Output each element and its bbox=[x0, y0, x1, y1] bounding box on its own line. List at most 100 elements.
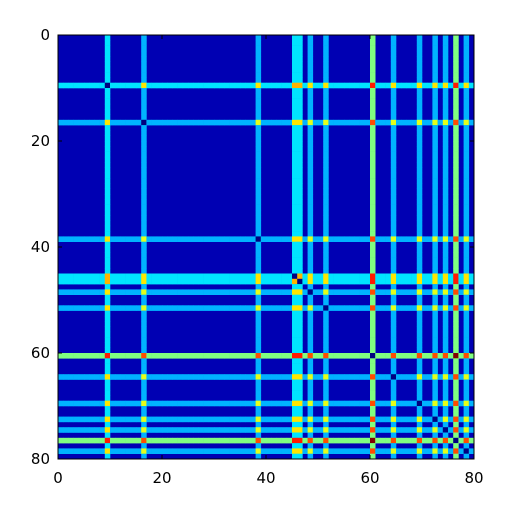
heatmap-cell bbox=[255, 347, 262, 354]
heatmap-cell bbox=[266, 82, 272, 89]
heatmap-cell bbox=[104, 188, 111, 195]
heatmap-cell bbox=[136, 427, 142, 433]
heatmap-cell bbox=[396, 119, 402, 126]
heatmap-cell bbox=[385, 289, 392, 295]
heatmap-cell bbox=[375, 437, 381, 444]
heatmap-cell bbox=[453, 72, 459, 78]
heatmap-cell bbox=[104, 119, 111, 126]
heatmap-cell bbox=[89, 82, 95, 89]
heatmap-cell bbox=[390, 326, 397, 333]
heatmap-cell bbox=[68, 437, 74, 444]
heatmap-cell bbox=[203, 437, 210, 444]
heatmap-cell bbox=[172, 427, 178, 433]
heatmap-cell bbox=[463, 130, 470, 136]
heatmap-cell bbox=[463, 411, 470, 417]
heatmap-cell bbox=[390, 82, 397, 89]
heatmap-cell bbox=[396, 236, 402, 242]
heatmap-cell bbox=[380, 119, 386, 126]
heatmap-cell bbox=[323, 421, 329, 428]
heatmap-cell bbox=[442, 156, 449, 163]
heatmap-cell bbox=[58, 400, 64, 407]
heatmap-cell bbox=[297, 61, 303, 68]
heatmap-cell bbox=[297, 156, 303, 163]
heatmap-cell bbox=[286, 437, 293, 444]
heatmap-cell bbox=[432, 315, 438, 322]
heatmap-cell bbox=[432, 453, 438, 460]
heatmap-cell bbox=[458, 400, 464, 407]
heatmap-cell bbox=[453, 225, 459, 232]
heatmap-cell bbox=[255, 252, 262, 258]
heatmap-cell bbox=[458, 427, 464, 433]
heatmap-cell bbox=[297, 109, 303, 115]
heatmap-cell bbox=[115, 416, 121, 423]
heatmap-cell bbox=[323, 66, 329, 73]
heatmap-cell bbox=[255, 135, 262, 142]
heatmap-cell bbox=[463, 437, 470, 444]
heatmap-cell bbox=[203, 305, 210, 311]
heatmap-cell bbox=[468, 289, 475, 295]
heatmap-cell bbox=[307, 273, 314, 280]
heatmap-cell bbox=[214, 353, 220, 359]
heatmap-cell bbox=[328, 82, 334, 89]
heatmap-cell bbox=[375, 82, 381, 89]
heatmap-cell bbox=[390, 40, 397, 46]
heatmap-cell bbox=[255, 183, 262, 189]
heatmap-cell bbox=[292, 284, 298, 290]
heatmap-cell bbox=[104, 225, 111, 232]
heatmap-cell bbox=[307, 215, 314, 221]
heatmap-cell bbox=[271, 427, 277, 433]
heatmap-cell bbox=[307, 411, 314, 417]
heatmap-cell bbox=[416, 125, 423, 131]
heatmap-cell bbox=[276, 448, 282, 454]
heatmap-cell bbox=[255, 257, 262, 264]
heatmap-cell bbox=[208, 278, 215, 285]
heatmap-cell bbox=[318, 119, 324, 126]
heatmap-cell bbox=[292, 66, 298, 73]
heatmap-cell bbox=[156, 400, 163, 407]
heatmap-cell bbox=[266, 305, 272, 311]
heatmap-cell bbox=[442, 315, 449, 322]
heatmap-cell bbox=[73, 374, 80, 380]
heatmap-cell bbox=[219, 416, 225, 423]
heatmap-cell bbox=[375, 278, 381, 285]
heatmap-cell bbox=[432, 125, 438, 131]
heatmap-cell bbox=[125, 119, 132, 126]
heatmap-cell bbox=[416, 146, 423, 152]
heatmap-cell bbox=[292, 432, 298, 439]
heatmap-cell bbox=[453, 220, 459, 227]
heatmap-cell bbox=[297, 448, 303, 454]
heatmap-cell bbox=[416, 40, 423, 46]
heatmap-cell bbox=[432, 331, 438, 338]
heatmap-cell bbox=[396, 374, 402, 380]
heatmap-cell bbox=[89, 437, 95, 444]
heatmap-cell bbox=[297, 35, 303, 41]
heatmap-cell bbox=[390, 103, 397, 110]
heatmap-cell bbox=[453, 35, 459, 41]
heatmap-cell bbox=[224, 82, 230, 89]
heatmap-cell bbox=[162, 374, 168, 380]
heatmap-cell bbox=[323, 379, 329, 386]
heatmap-cell bbox=[416, 395, 423, 401]
heatmap-cell bbox=[234, 289, 241, 295]
heatmap-cell bbox=[364, 437, 371, 444]
heatmap-cell bbox=[416, 61, 423, 68]
heatmap-cell bbox=[453, 241, 459, 248]
heatmap-cell bbox=[463, 384, 470, 391]
heatmap-cell bbox=[463, 167, 470, 174]
heatmap-cell bbox=[333, 427, 340, 433]
heatmap-cell bbox=[229, 416, 236, 423]
heatmap-cell bbox=[338, 353, 345, 359]
heatmap-cell bbox=[307, 236, 314, 242]
heatmap-cell bbox=[255, 194, 262, 200]
heatmap-cell bbox=[260, 400, 267, 407]
heatmap-cell bbox=[292, 437, 298, 444]
heatmap-cell bbox=[292, 109, 298, 115]
heatmap-cell bbox=[214, 119, 220, 126]
heatmap-cell bbox=[292, 289, 298, 295]
heatmap-cell bbox=[78, 353, 85, 359]
heatmap-cell bbox=[338, 305, 345, 311]
heatmap-cell bbox=[162, 305, 168, 311]
heatmap-cell bbox=[323, 443, 329, 449]
heatmap-cell bbox=[401, 374, 407, 380]
heatmap-cell bbox=[255, 395, 262, 401]
